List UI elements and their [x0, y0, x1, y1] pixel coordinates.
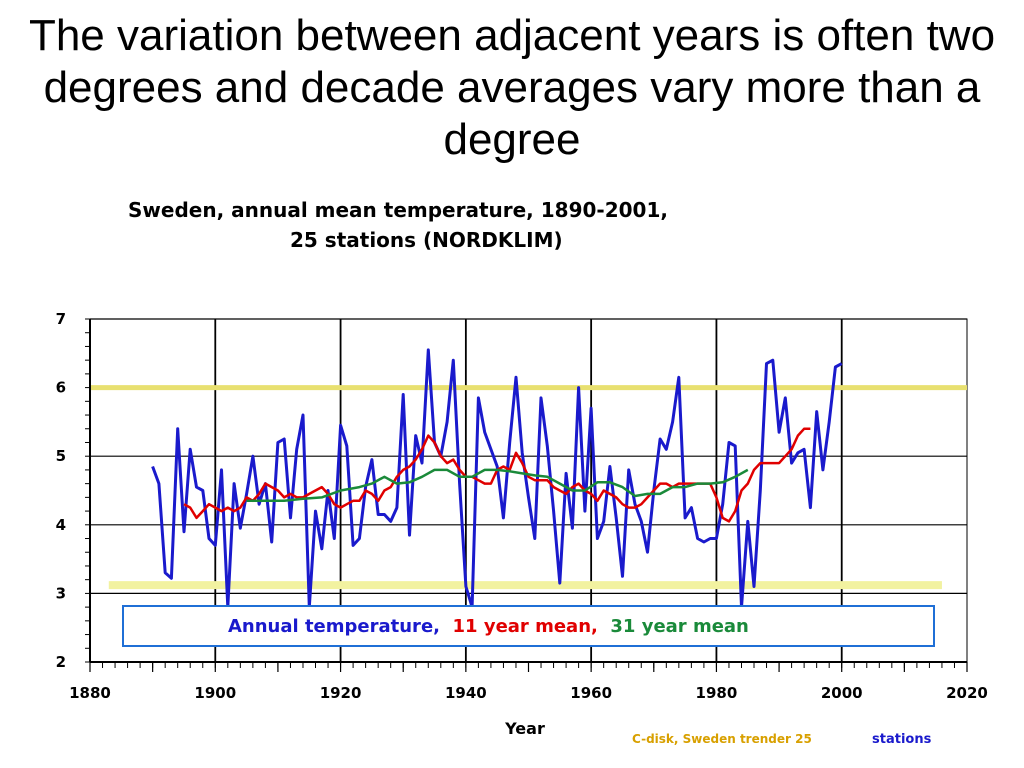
y-tick-label: 5	[56, 447, 66, 465]
x-tick-label: 1900	[194, 684, 236, 702]
y-tick-label: 6	[56, 379, 66, 397]
tick-labels: 2 3 4 5 6 7 1880 1900 1920 1940 1960 1980 2000 2020	[56, 310, 988, 702]
y-tick-label: 7	[56, 310, 66, 328]
legend-annual-temperature: Annual temperature,	[228, 615, 440, 637]
legend: Annual temperature, 11 year mean, 31 yea…	[122, 605, 935, 647]
x-tick-label: 2020	[946, 684, 988, 702]
legend-spacer	[440, 616, 453, 637]
slide-title: The variation between adjacent years is …	[28, 11, 996, 164]
y-tick-label: 3	[56, 584, 66, 602]
y-tick-label: 4	[56, 516, 66, 534]
legend-11-year-mean: 11 year mean,	[452, 615, 598, 637]
axes	[85, 318, 968, 672]
chart-subtitle: 25 stations (NORDKLIM)	[290, 228, 563, 252]
x-axis-label: Year	[504, 719, 545, 738]
x-tick-label: 1880	[69, 684, 111, 702]
x-tick-label: 1980	[696, 684, 738, 702]
x-tick-label: 1920	[320, 684, 362, 702]
y-tick-label: 2	[56, 653, 66, 671]
series-layer	[151, 348, 843, 609]
series-line-31-year-mean	[246, 468, 749, 503]
footnote-source: C-disk, Sweden trender 25	[632, 732, 812, 746]
chart-title: Sweden, annual mean temperature, 1890-20…	[128, 198, 668, 222]
legend-31-year-mean: 31 year mean	[610, 615, 749, 637]
series-line-annual-temperature	[151, 348, 843, 609]
legend-spacer	[598, 616, 611, 637]
reference-lines	[90, 385, 967, 590]
x-tick-label: 2000	[821, 684, 863, 702]
x-tick-label: 1960	[570, 684, 612, 702]
x-tick-label: 1940	[445, 684, 487, 702]
footnote-stations: stations	[872, 732, 932, 747]
